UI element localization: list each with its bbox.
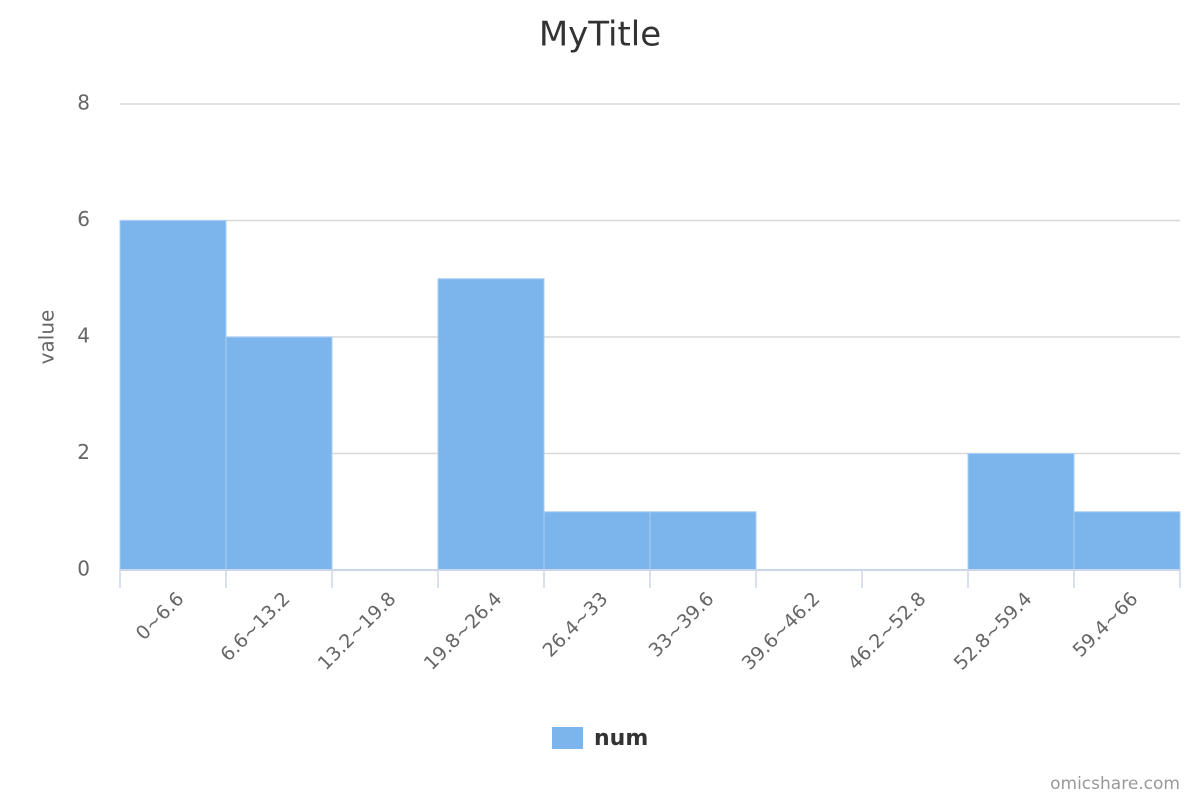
- y-tick-label: 0: [77, 557, 90, 581]
- credit: omicshare.com: [1050, 774, 1180, 794]
- bar: [543, 511, 651, 571]
- y-tick-label: 2: [77, 440, 90, 464]
- y-tick-label: 4: [77, 324, 90, 348]
- bar: [225, 336, 333, 571]
- y-axis-label: value: [35, 310, 59, 365]
- x-tick-label: 33~39.6: [645, 588, 719, 662]
- bar: [967, 453, 1075, 571]
- legend-swatch[interactable]: [552, 727, 583, 749]
- x-tick-label: 6.6~13.2: [216, 588, 294, 666]
- bar: [119, 220, 227, 571]
- y-tick-label: 6: [77, 207, 90, 231]
- legend-label[interactable]: num: [594, 726, 648, 751]
- bar: [649, 511, 757, 571]
- x-tick-label: 0~6.6: [132, 588, 189, 645]
- x-tick-label: 19.8~26.4: [420, 588, 507, 675]
- x-tick-label: 39.6~46.2: [738, 588, 825, 675]
- x-tick-label: 59.4~66: [1069, 588, 1143, 662]
- x-tick-label: 13.2~19.8: [314, 588, 401, 675]
- y-tick-label: 8: [77, 91, 90, 115]
- bar: [437, 278, 545, 571]
- chart-title: MyTitle: [539, 15, 661, 55]
- x-tick-label: 52.8~59.4: [950, 588, 1037, 675]
- x-tick-label: 46.2~52.8: [844, 588, 931, 675]
- bar: [1073, 511, 1181, 571]
- x-tick-label: 26.4~33: [539, 588, 613, 662]
